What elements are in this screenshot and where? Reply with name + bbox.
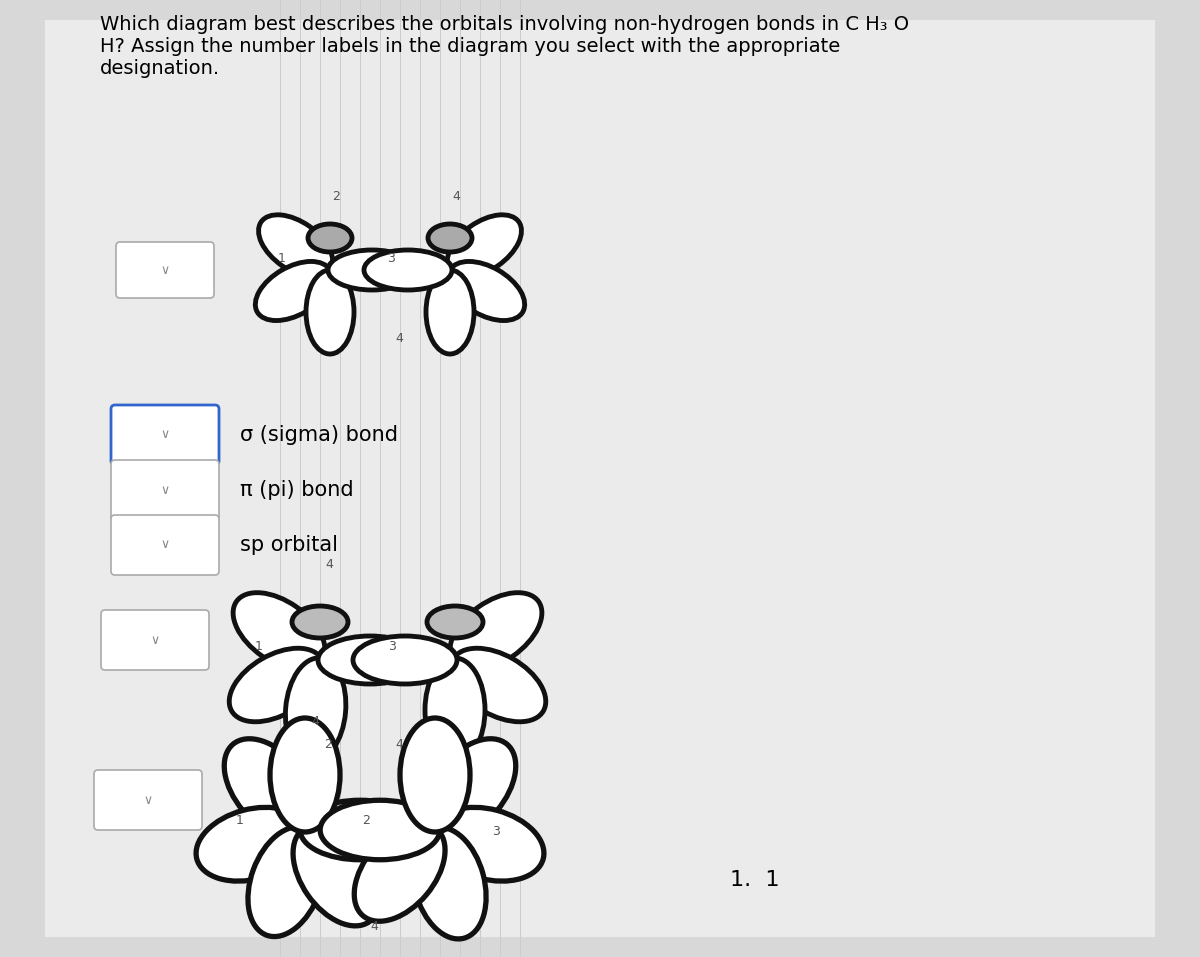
Text: 4: 4: [452, 190, 460, 203]
Ellipse shape: [364, 250, 452, 290]
Ellipse shape: [270, 718, 340, 832]
Text: Which diagram best describes the orbitals involving non-hydrogen bonds in C H₃ O: Which diagram best describes the orbital…: [100, 15, 910, 78]
Ellipse shape: [426, 270, 474, 354]
FancyBboxPatch shape: [94, 770, 202, 830]
FancyBboxPatch shape: [101, 610, 209, 670]
Text: 2: 2: [324, 738, 332, 751]
Ellipse shape: [224, 739, 316, 837]
FancyBboxPatch shape: [46, 20, 1154, 937]
Text: ∨: ∨: [161, 429, 169, 441]
Text: 3: 3: [492, 825, 500, 838]
Ellipse shape: [196, 808, 307, 881]
Ellipse shape: [293, 824, 380, 925]
Text: sp orbital: sp orbital: [240, 535, 338, 555]
Text: 3: 3: [388, 640, 396, 653]
Text: π (pi) bond: π (pi) bond: [240, 480, 354, 500]
Ellipse shape: [451, 648, 546, 722]
Text: 1: 1: [236, 814, 244, 827]
Text: ∨: ∨: [161, 263, 169, 277]
Text: 4: 4: [395, 332, 403, 345]
Ellipse shape: [413, 828, 486, 939]
Ellipse shape: [286, 658, 346, 762]
FancyBboxPatch shape: [112, 405, 220, 465]
Text: 3: 3: [386, 252, 395, 265]
Ellipse shape: [450, 592, 542, 670]
FancyBboxPatch shape: [112, 460, 220, 520]
Text: 4: 4: [396, 738, 403, 751]
Ellipse shape: [353, 636, 457, 684]
Text: 1: 1: [256, 640, 263, 653]
Ellipse shape: [300, 800, 420, 859]
Text: σ (sigma) bond: σ (sigma) bond: [240, 425, 398, 445]
Text: ∨: ∨: [144, 793, 152, 807]
FancyBboxPatch shape: [116, 242, 214, 298]
Text: ∨: ∨: [150, 634, 160, 647]
Ellipse shape: [292, 606, 348, 638]
Text: 2: 2: [362, 814, 370, 827]
Ellipse shape: [248, 827, 324, 937]
Text: 1: 1: [278, 252, 286, 265]
Ellipse shape: [400, 718, 470, 832]
Ellipse shape: [448, 261, 524, 321]
Ellipse shape: [258, 214, 332, 277]
Ellipse shape: [229, 648, 324, 722]
Ellipse shape: [354, 823, 445, 922]
Ellipse shape: [448, 214, 522, 277]
Ellipse shape: [428, 224, 472, 252]
Ellipse shape: [427, 606, 482, 638]
Text: 1.  1: 1. 1: [730, 870, 780, 890]
Text: 4: 4: [370, 920, 378, 933]
Text: 4: 4: [311, 715, 319, 728]
Ellipse shape: [306, 270, 354, 354]
Ellipse shape: [233, 592, 325, 670]
Text: 4: 4: [325, 558, 332, 571]
Ellipse shape: [308, 224, 352, 252]
Ellipse shape: [425, 658, 485, 762]
Text: ∨: ∨: [161, 483, 169, 497]
Ellipse shape: [318, 636, 422, 684]
Text: ∨: ∨: [161, 539, 169, 551]
FancyBboxPatch shape: [112, 515, 220, 575]
Ellipse shape: [425, 739, 516, 837]
Text: 2: 2: [332, 190, 340, 203]
Ellipse shape: [256, 261, 332, 321]
Ellipse shape: [432, 808, 544, 881]
Ellipse shape: [328, 250, 416, 290]
Ellipse shape: [320, 800, 440, 859]
